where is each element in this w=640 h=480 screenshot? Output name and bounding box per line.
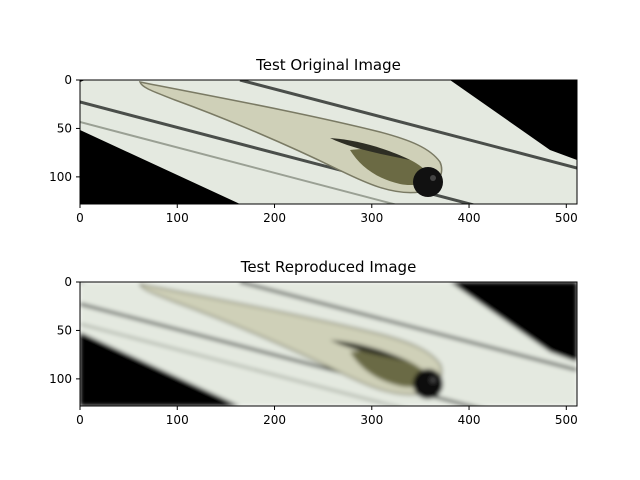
x-tick-label: 300 xyxy=(360,211,383,225)
panel-1-frame xyxy=(79,79,578,205)
x-tick-label: 0 xyxy=(76,211,84,225)
panel-1-title: Test Original Image xyxy=(256,56,401,74)
x-tick-label: 400 xyxy=(458,211,481,225)
x-tick-label: 200 xyxy=(263,211,286,225)
panel-2-frame xyxy=(79,281,578,407)
panel-1-image xyxy=(80,80,577,204)
panel-2-title: Test Reproduced Image xyxy=(240,258,417,276)
y-tick-label: 0 xyxy=(64,275,72,289)
x-tick-label: 100 xyxy=(166,413,189,427)
y-tick-label: 50 xyxy=(57,323,72,337)
x-tick-label: 200 xyxy=(263,413,286,427)
panel-2-axes: 0 100 200 300 400 500 0 50 100 xyxy=(49,275,578,427)
panel-1-axes: 0 100 200 300 400 500 0 50 100 xyxy=(49,73,578,225)
y-tick-label: 100 xyxy=(49,372,72,386)
y-tick-label: 0 xyxy=(64,73,72,87)
panel-2-image xyxy=(80,282,577,406)
y-tick-label: 100 xyxy=(49,170,72,184)
x-tick-label: 0 xyxy=(76,413,84,427)
x-tick-label: 400 xyxy=(458,413,481,427)
x-tick-label: 100 xyxy=(166,211,189,225)
y-tick-label: 50 xyxy=(57,121,72,135)
x-tick-label: 500 xyxy=(555,211,578,225)
x-tick-label: 300 xyxy=(360,413,383,427)
x-tick-label: 500 xyxy=(555,413,578,427)
